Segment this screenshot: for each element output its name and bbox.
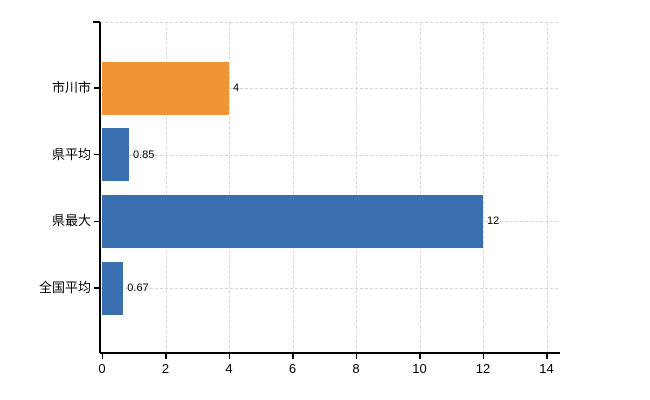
bar — [102, 194, 483, 248]
v-gridline — [419, 22, 421, 353]
y-axis-tick — [94, 87, 100, 89]
x-tick-label: 8 — [352, 361, 360, 376]
category-label: 全国平均 — [38, 280, 91, 295]
bar-value-label: 12 — [487, 215, 500, 228]
x-axis-tick — [165, 353, 167, 359]
v-gridline — [356, 22, 357, 353]
x-tick-label: 10 — [412, 361, 427, 376]
bar-value-label: 0.67 — [127, 282, 149, 294]
h-gridline — [100, 288, 558, 289]
y-axis-tick — [94, 220, 100, 223]
x-tick-label: 14 — [539, 361, 554, 376]
category-label: 県最大 — [51, 213, 91, 229]
x-tick-label: 0 — [98, 361, 106, 376]
y-axis-tick — [94, 287, 100, 289]
x-tick-label: 6 — [288, 361, 297, 376]
bar — [102, 128, 129, 182]
h-gridline — [100, 154, 558, 156]
x-axis-tick — [482, 353, 484, 359]
y-axis — [99, 22, 101, 353]
bar-value-label: 0.85 — [132, 148, 155, 161]
x-tick-label: 4 — [225, 361, 233, 376]
bar — [102, 261, 124, 315]
h-gridline-top — [100, 22, 558, 23]
x-axis-tick — [101, 353, 103, 359]
x-axis-tick — [228, 353, 230, 359]
y-axis-top-tick — [93, 21, 100, 23]
x-tick-label: 12 — [475, 361, 491, 376]
y-axis-tick — [94, 153, 100, 156]
category-label: 市川市 — [51, 80, 91, 95]
v-gridline — [229, 22, 230, 353]
h-gridline — [100, 88, 558, 89]
x-axis-tick — [292, 353, 294, 359]
x-axis-tick — [546, 353, 548, 359]
v-gridline — [165, 22, 167, 353]
x-axis — [100, 352, 560, 354]
bar-value-label: 4 — [233, 82, 240, 94]
v-gridline — [292, 22, 294, 353]
x-axis-tick — [355, 353, 357, 359]
bar — [102, 61, 229, 115]
category-label: 県平均 — [51, 146, 91, 162]
x-axis-tick — [419, 353, 421, 359]
x-tick-label: 2 — [161, 361, 170, 376]
v-gridline — [483, 22, 484, 353]
v-gridline — [546, 22, 548, 353]
